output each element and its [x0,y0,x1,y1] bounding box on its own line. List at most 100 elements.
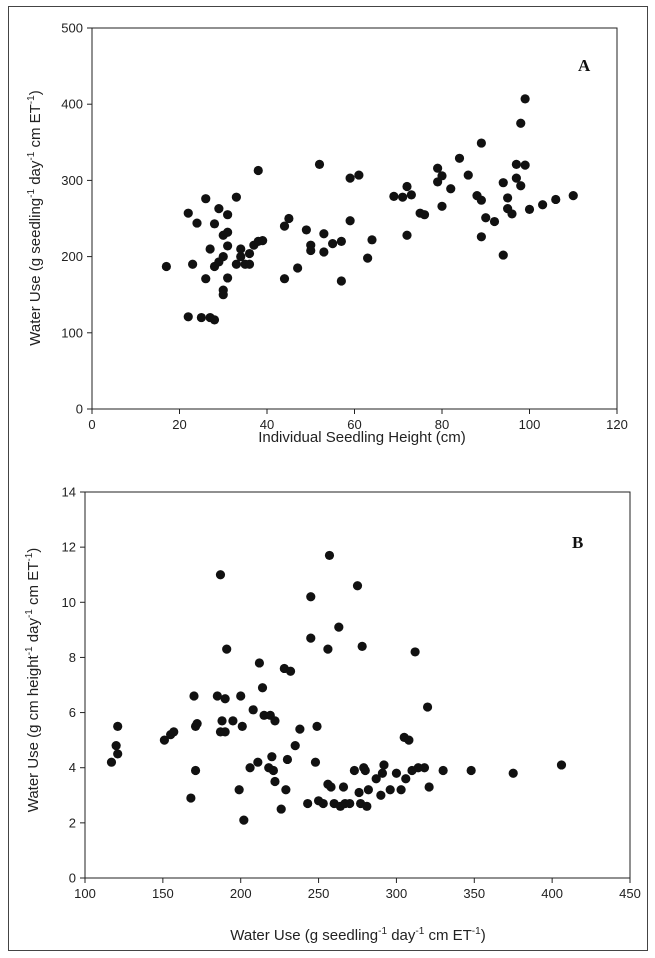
data-point [516,118,526,128]
data-point [192,218,202,228]
data-point [228,716,238,726]
data-point [253,165,263,176]
data-point [306,633,316,643]
panel-a-letter: A [578,56,591,75]
xlabel-part: ) [481,927,486,944]
data-point [270,776,280,787]
data-point [568,191,578,201]
data-point [398,192,408,202]
y-tick-label: 4 [69,760,76,775]
data-point [463,170,473,180]
data-point [215,570,226,580]
data-point [189,691,199,701]
panel-a-points [161,94,578,325]
data-point [319,229,329,239]
ylabel-sup: -1 [24,609,35,618]
data-point [279,221,290,231]
data-point [267,752,277,762]
data-point [489,216,500,227]
data-point [306,245,316,256]
data-point [223,227,233,237]
panel-b-y-ticks: 0 2 4 6 8 10 12 14 [62,485,85,886]
data-point [476,232,486,242]
data-point [437,201,447,211]
xlabel-part: Water Use (g seedling [230,927,378,944]
data-point [253,757,263,767]
y-tick-label: 500 [61,21,83,36]
x-tick-label: 120 [606,417,628,432]
data-point [323,644,333,654]
x-tick-label: 100 [519,417,541,432]
data-point [306,592,316,602]
data-point [223,241,233,251]
data-point [212,691,222,701]
data-point [192,719,202,729]
data-point [354,170,364,180]
data-point [285,666,296,676]
x-tick-label: 80 [435,417,449,432]
x-tick-label: 300 [386,886,408,901]
x-tick-label: 60 [347,417,361,432]
data-point [248,705,258,715]
data-point [268,765,279,776]
xlabel-sup: -1 [415,926,424,937]
data-point [113,749,123,759]
data-point [391,768,402,778]
panel-b-letter: B [572,533,583,552]
y-tick-label: 8 [69,650,76,665]
data-point [279,274,290,284]
data-point [188,259,198,269]
data-point [524,204,535,214]
data-point [245,763,255,773]
x-tick-label: 0 [88,417,95,432]
data-point [360,765,370,776]
data-point [236,691,246,701]
data-point [538,200,548,210]
data-point [352,581,363,591]
panel-b-x-ticks: 100 150 200 250 300 350 400 450 [74,878,641,901]
y-tick-label: 14 [62,485,76,500]
data-point [236,252,246,262]
data-point [222,644,232,654]
data-point [293,263,303,273]
data-point [438,765,448,776]
data-point [231,192,241,202]
data-point [419,763,430,773]
xlabel-sup: -1 [378,926,387,937]
data-point [371,774,381,784]
data-point [106,757,117,767]
data-point [324,550,335,561]
data-point [290,741,300,751]
data-point [113,721,123,731]
data-point [404,735,414,745]
data-point [281,785,291,795]
y-tick-label: 0 [69,871,76,886]
data-point [419,210,430,220]
panel-a-y-axis-label: Water Use (g seedling-1 day-1 cm ET-1) [26,90,44,345]
data-point [183,312,193,322]
data-point [363,253,373,263]
y-tick-label: 300 [61,173,83,188]
data-point [169,727,179,737]
y-tick-label: 100 [61,325,83,340]
data-point [498,178,508,188]
data-point [511,159,521,169]
data-point [217,716,227,726]
data-point [205,244,215,254]
data-point [190,765,201,776]
ylabel-sup: -1 [26,95,37,104]
data-point [183,208,193,218]
data-point [498,250,508,260]
data-point [223,210,233,220]
ylabel-part: ) [25,548,42,553]
ylabel-part: day [27,160,44,189]
data-point [312,721,322,731]
ylabel-part: day [25,618,42,647]
data-point [424,782,434,792]
data-point [476,138,486,148]
data-point [422,702,433,712]
data-point [520,94,530,104]
ylabel-part: Water Use (g seedling [27,198,44,346]
y-tick-label: 12 [62,540,76,555]
data-point [476,195,486,205]
